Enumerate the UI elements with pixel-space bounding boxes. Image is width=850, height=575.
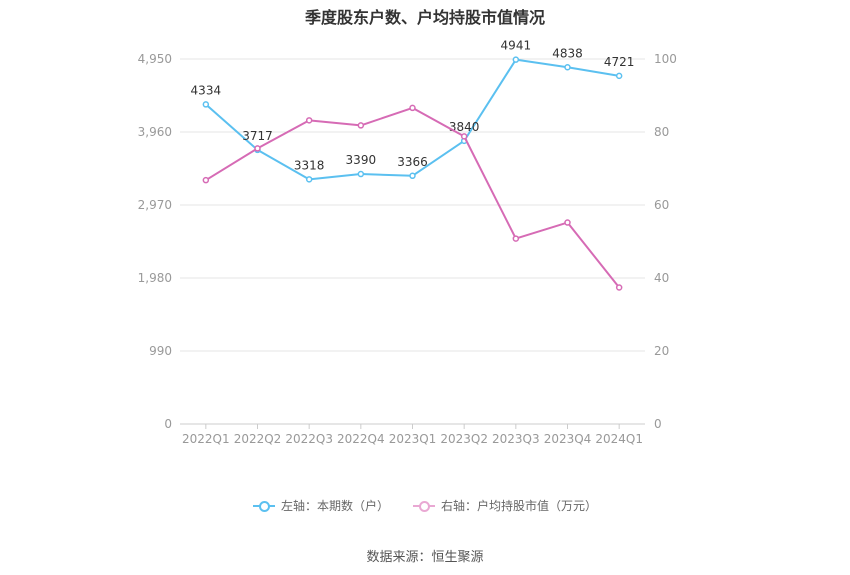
- y-right-tick-label: 60: [654, 198, 669, 212]
- data-point-market-value: [460, 133, 468, 140]
- data-label: 3840: [449, 120, 480, 134]
- legend-item-right-series[interactable]: 右轴：户均持股市值（万元）: [413, 497, 597, 514]
- data-point-holders: [512, 56, 520, 63]
- legend-label-right-series: 右轴：户均持股市值（万元）: [441, 499, 598, 513]
- data-point-holders: [564, 64, 571, 71]
- x-tick-label: 2022Q2: [234, 432, 282, 446]
- x-tick-label: 2023Q1: [389, 432, 437, 446]
- data-label: 4941: [501, 39, 532, 53]
- data-point-holders: [202, 101, 210, 108]
- data-point-holders: [615, 72, 623, 80]
- data-label: 4838: [552, 46, 583, 60]
- data-label: 3318: [294, 158, 325, 172]
- y-left-tick-label: 2,970: [138, 198, 172, 212]
- data-point-holders: [409, 172, 416, 180]
- y-left-tick-label: 4,950: [138, 52, 172, 66]
- y-right-tick-label: 100: [654, 52, 677, 66]
- y-right-tick-label: 20: [654, 344, 669, 358]
- x-tick-label: 2024Q1: [595, 432, 643, 446]
- data-label: 4334: [191, 83, 222, 97]
- data-point-market-value: [564, 219, 571, 226]
- y-left-tick-label: 990: [149, 344, 172, 358]
- data-point-market-value: [512, 235, 520, 242]
- y-left-tick-label: 0: [164, 417, 172, 431]
- data-point-market-value: [615, 284, 623, 291]
- legend-label-left-series: 左轴：本期数（户）: [280, 499, 389, 513]
- legend-line-icon-blue: [252, 500, 275, 512]
- data-point-holders: [357, 170, 365, 178]
- y-left-tick-label: 3,960: [138, 125, 172, 139]
- data-source: 数据来源：恒生聚源: [366, 550, 484, 565]
- legend-line-icon-pink: [413, 500, 435, 512]
- y-left-tick-label: 1,980: [138, 271, 172, 285]
- data-label: 4721: [604, 55, 635, 69]
- x-tick-label: 2022Q1: [182, 432, 230, 446]
- x-tick-label: 2022Q4: [337, 432, 385, 446]
- data-label: 3390: [346, 153, 377, 167]
- data-point-holders: [305, 176, 313, 183]
- y-right-tick-label: 80: [654, 125, 669, 139]
- chart-title: 季度股东户数、户均持股市值情况: [304, 8, 545, 27]
- x-tick-label: 2023Q2: [440, 432, 488, 446]
- data-point-market-value: [357, 122, 365, 129]
- legend: 左轴：本期数（户） 右轴：户均持股市值（万元）: [0, 497, 850, 514]
- y-right-tick-label: 0: [654, 417, 662, 431]
- x-tick-label: 2023Q3: [492, 432, 540, 446]
- data-label: 3366: [397, 155, 428, 169]
- data-label: 3717: [242, 129, 273, 143]
- x-tick-label: 2022Q3: [285, 432, 333, 446]
- data-point-market-value: [409, 104, 416, 112]
- data-point-market-value: [254, 145, 261, 152]
- legend-item-left-series[interactable]: 左轴：本期数（户）: [252, 497, 389, 514]
- x-tick-label: 2023Q4: [544, 432, 592, 446]
- y-right-tick-label: 40: [654, 271, 669, 285]
- data-point-market-value: [305, 117, 313, 124]
- data-point-market-value: [202, 176, 210, 184]
